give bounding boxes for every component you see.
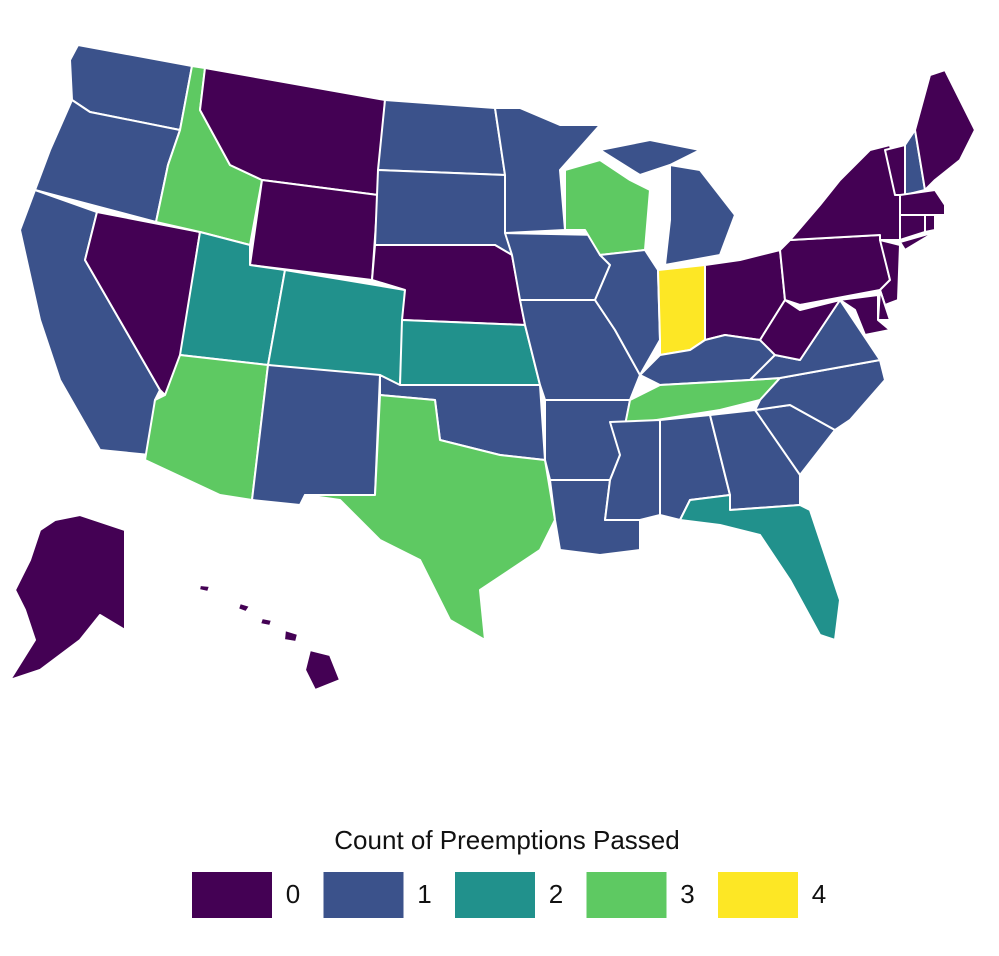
legend-swatch [718, 872, 798, 918]
state [599, 139, 736, 266]
state [251, 364, 381, 506]
state [198, 584, 341, 691]
legend-swatch [192, 872, 272, 918]
state [779, 234, 891, 306]
state [249, 179, 379, 281]
legend-label: 2 [549, 879, 563, 909]
state [494, 107, 601, 234]
legend-swatch [323, 872, 404, 918]
legend-swatch [586, 872, 667, 918]
state [914, 69, 976, 191]
state [657, 264, 706, 356]
state [377, 99, 506, 176]
legend-label: 4 [812, 879, 826, 909]
states-layer [9, 44, 976, 691]
state [604, 419, 661, 521]
state [304, 394, 556, 641]
state [9, 514, 126, 681]
state [799, 294, 891, 336]
state [924, 214, 936, 233]
legend-swatch [455, 872, 535, 918]
state [399, 319, 541, 386]
legend: 0 1 2 3 4 [192, 872, 826, 918]
state [679, 494, 841, 641]
state [374, 169, 513, 256]
legend-label: 3 [680, 879, 694, 909]
state [899, 189, 946, 216]
legend-label: 0 [286, 879, 300, 909]
legend-label: 1 [417, 879, 431, 909]
legend-title: Count of Preemptions Passed [334, 825, 679, 855]
